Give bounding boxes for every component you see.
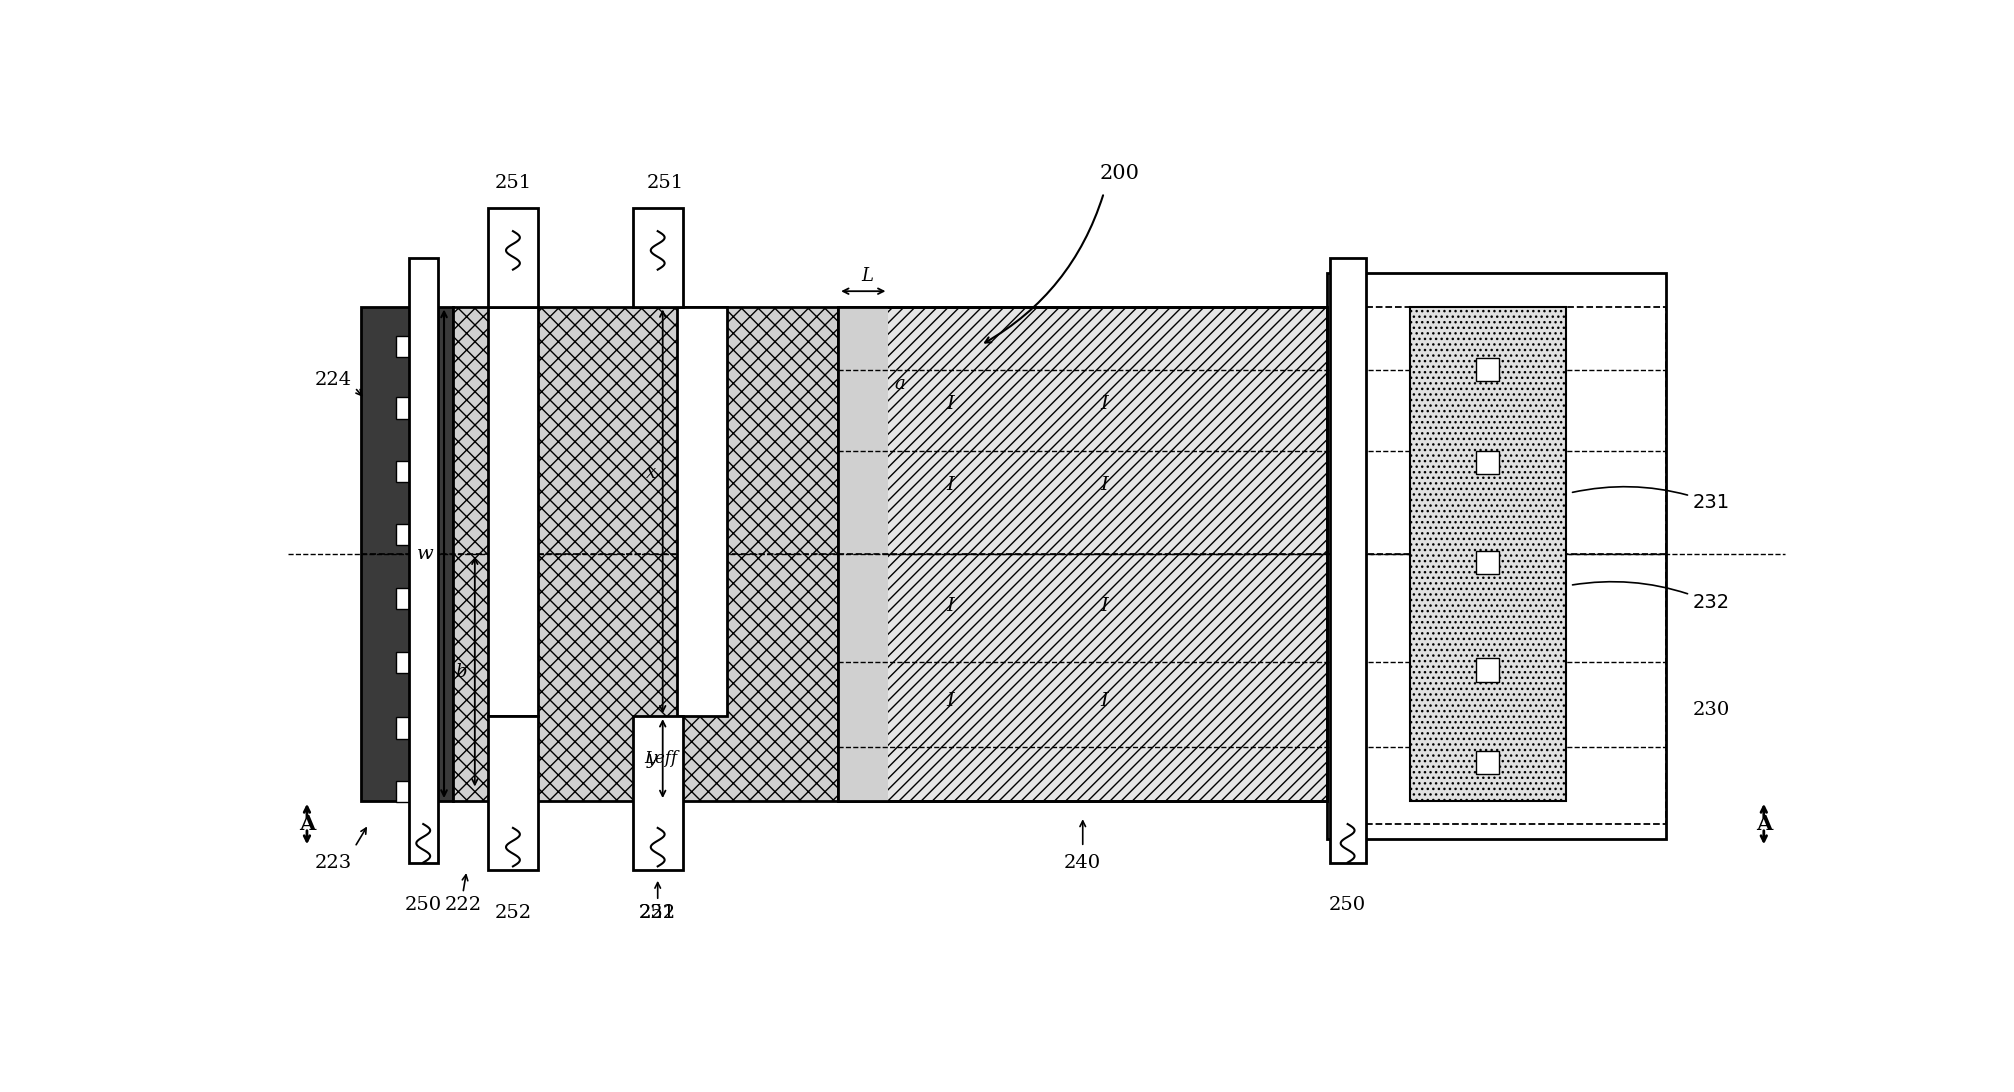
Text: 252: 252 [638, 903, 677, 922]
Bar [453, 307, 838, 800]
Bar [1476, 451, 1498, 474]
Text: 231: 231 [1571, 487, 1730, 512]
Text: 200: 200 [1100, 164, 1138, 182]
Bar [632, 209, 683, 307]
Text: 251: 251 [493, 175, 532, 192]
Text: A: A [1754, 814, 1770, 834]
Text: 223: 223 [314, 854, 352, 871]
Text: I: I [1100, 692, 1108, 710]
Bar [838, 307, 888, 800]
Bar [487, 209, 538, 307]
Bar [632, 716, 683, 870]
Bar [397, 717, 417, 738]
Text: 250: 250 [405, 895, 441, 914]
Bar [838, 307, 1327, 800]
Text: 232: 232 [1571, 582, 1730, 613]
Text: 230: 230 [1692, 701, 1730, 720]
Bar [1410, 307, 1565, 800]
Text: 252: 252 [493, 903, 532, 922]
Text: 222: 222 [445, 895, 481, 914]
Text: I: I [1100, 476, 1108, 495]
Bar [1365, 307, 1666, 824]
Text: x: x [646, 464, 657, 482]
Text: I: I [945, 692, 953, 710]
Text: w: w [417, 545, 433, 562]
Bar [397, 461, 417, 483]
Bar [1329, 258, 1365, 863]
Bar [397, 524, 417, 545]
Bar [487, 307, 538, 716]
Bar [409, 258, 437, 863]
Text: 251: 251 [646, 175, 683, 192]
Text: 224: 224 [314, 371, 352, 389]
Text: I: I [945, 597, 953, 615]
Text: 221: 221 [638, 903, 677, 922]
Text: y: y [646, 749, 657, 768]
Text: 240: 240 [1063, 854, 1102, 871]
Bar [1327, 273, 1666, 840]
Bar [397, 652, 417, 673]
Bar [1476, 358, 1498, 381]
Bar [677, 307, 727, 716]
Text: Leff: Leff [644, 750, 677, 767]
Bar [487, 716, 538, 870]
Bar [838, 307, 1327, 800]
Text: L: L [860, 266, 872, 285]
Bar [1476, 751, 1498, 774]
Bar [397, 336, 417, 357]
Bar [397, 587, 417, 609]
Bar [397, 397, 417, 419]
Text: 250: 250 [1329, 895, 1365, 914]
Text: I: I [945, 395, 953, 414]
Text: A: A [298, 814, 314, 834]
Text: I: I [1100, 597, 1108, 615]
Text: I: I [1100, 395, 1108, 414]
Text: a: a [894, 375, 904, 393]
Bar [1476, 658, 1498, 681]
Bar [361, 307, 453, 800]
Text: I: I [945, 476, 953, 495]
Bar [397, 781, 417, 803]
Text: b: b [455, 663, 467, 680]
Bar [1476, 550, 1498, 573]
